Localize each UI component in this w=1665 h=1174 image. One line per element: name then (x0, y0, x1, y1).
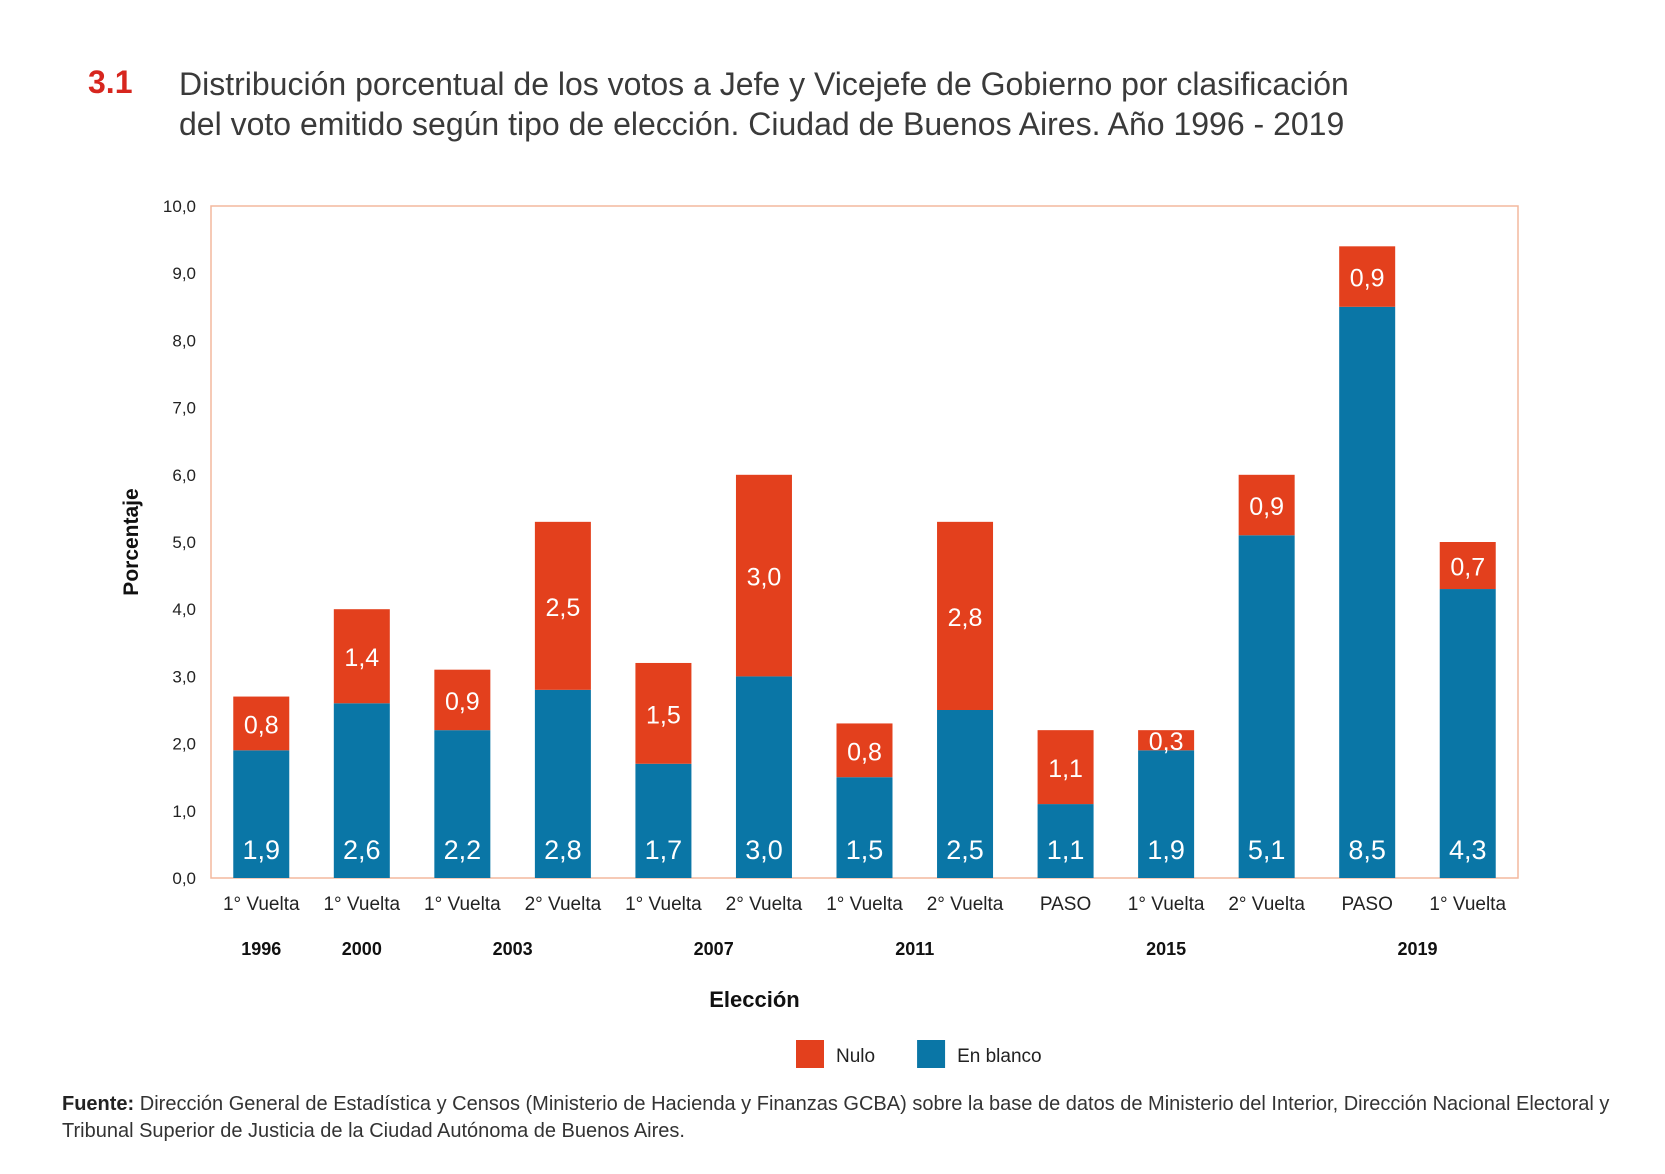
data-label-en-blanco: 1,7 (645, 835, 683, 865)
bar-en-blanco (333, 703, 390, 878)
bar-nulo (1138, 730, 1195, 751)
x-year-group-label: 2000 (342, 939, 382, 959)
bar-nulo (333, 609, 390, 704)
bar-en-blanco (1238, 535, 1295, 878)
y-tick-label: 2,0 (172, 735, 196, 754)
data-label-nulo: 0,9 (445, 688, 480, 716)
bar-en-blanco (534, 689, 591, 878)
bar-nulo (1339, 246, 1396, 307)
data-label-nulo: 0,8 (847, 738, 882, 766)
source-note: Fuente: Dirección General de Estadística… (62, 1091, 1622, 1145)
data-label-nulo: 1,1 (1048, 755, 1083, 783)
x-category-label: 1° Vuelta (1128, 894, 1205, 915)
legend-swatch-en-blanco (917, 1040, 946, 1068)
x-category-label: PASO (1341, 894, 1392, 915)
x-category-label: 1° Vuelta (826, 894, 903, 915)
x-year-group-label: 2019 (1397, 939, 1437, 959)
x-category-label: 1° Vuelta (1429, 894, 1506, 915)
bar-en-blanco (635, 763, 692, 878)
y-tick-label: 9,0 (172, 264, 196, 283)
x-category-label: 1° Vuelta (424, 894, 501, 915)
data-label-en-blanco: 1,9 (1147, 835, 1185, 865)
data-label-nulo: 0,9 (1350, 265, 1385, 293)
x-year-group-label: 1996 (241, 939, 281, 959)
x-year-group-label: 2007 (694, 939, 734, 959)
source-label: Fuente: (62, 1093, 135, 1115)
data-label-en-blanco: 3,0 (745, 835, 783, 865)
x-category-label: PASO (1040, 894, 1091, 915)
stacked-bar-chart: 0,0 1,0 2,0 3,0 4,0 5,0 6,0 7,0 8,0 9,0 10,0 Porcen… (120, 197, 1519, 1068)
source-text: Dirección General de Estadística y Censo… (62, 1093, 1610, 1142)
bar-en-blanco (1138, 750, 1195, 878)
bar-nulo (1439, 542, 1496, 590)
bar-nulo (534, 521, 591, 690)
y-tick-label: 6,0 (172, 466, 196, 485)
x-category-label: 1° Vuelta (625, 894, 702, 915)
data-label-nulo: 1,5 (646, 701, 681, 729)
data-label-en-blanco: 4,3 (1449, 835, 1487, 865)
x-axis-title: Elección (709, 987, 799, 1012)
y-tick-label: 8,0 (172, 331, 196, 350)
figure-title-line-1: Distribución porcentual de los votos a J… (179, 66, 1349, 102)
data-label-en-blanco: 5,1 (1248, 835, 1286, 865)
x-year-group-label: 2011 (895, 939, 934, 959)
bar-nulo (635, 662, 692, 764)
bar-nulo (937, 521, 994, 710)
legend-label-en-blanco: En blanco (957, 1046, 1042, 1067)
data-label-en-blanco: 2,6 (343, 835, 381, 865)
bar-nulo (1037, 730, 1094, 805)
x-category-label: 1° Vuelta (323, 894, 400, 915)
figure-number: 3.1 (88, 64, 133, 100)
data-label-en-blanco: 8,5 (1348, 835, 1386, 865)
bar-en-blanco (1339, 306, 1396, 878)
data-label-nulo: 0,7 (1450, 554, 1485, 582)
y-tick-label: 0,0 (172, 869, 196, 888)
data-label-nulo: 2,5 (546, 594, 581, 622)
bar-nulo (233, 696, 290, 751)
data-label-en-blanco: 2,5 (946, 835, 984, 865)
bar-nulo (434, 669, 491, 731)
data-label-nulo: 0,8 (244, 711, 279, 739)
bar-en-blanco (836, 777, 893, 878)
data-label-nulo: 0,3 (1149, 728, 1184, 756)
x-category-label: 2° Vuelta (525, 894, 602, 915)
bar-nulo (1238, 474, 1295, 536)
bar-en-blanco (937, 710, 994, 878)
y-tick-label: 7,0 (172, 399, 196, 418)
x-year-group-label: 2003 (493, 939, 533, 959)
data-label-en-blanco: 1,5 (846, 835, 884, 865)
data-label-en-blanco: 2,2 (444, 835, 482, 865)
bar-en-blanco (1439, 589, 1496, 878)
y-tick-label: 10,0 (163, 197, 196, 216)
bar-nulo (735, 474, 792, 677)
data-label-nulo: 3,0 (747, 564, 782, 592)
data-label-nulo: 0,9 (1249, 493, 1284, 521)
y-axis-title: Porcentaje (120, 488, 143, 595)
figure-title-line-2: del voto emitido según tipo de elección.… (179, 106, 1345, 142)
y-tick-label: 3,0 (172, 667, 196, 686)
data-label-nulo: 2,8 (948, 604, 983, 632)
data-label-en-blanco: 1,9 (242, 835, 280, 865)
bar-en-blanco (434, 730, 491, 878)
data-label-en-blanco: 1,1 (1047, 835, 1085, 865)
x-year-group-label: 2015 (1146, 939, 1186, 959)
x-category-label: 1° Vuelta (223, 894, 300, 915)
bar-nulo (836, 723, 893, 778)
data-label-nulo: 1,4 (344, 644, 379, 672)
bar-en-blanco (233, 750, 290, 878)
bar-en-blanco (735, 676, 792, 878)
legend-swatch-nulo (796, 1040, 824, 1068)
y-tick-label: 5,0 (172, 533, 196, 552)
legend-label-nulo: Nulo (836, 1046, 875, 1067)
y-tick-label: 4,0 (172, 600, 196, 619)
y-tick-label: 1,0 (172, 802, 196, 821)
x-category-label: 2° Vuelta (1228, 894, 1305, 915)
data-label-en-blanco: 2,8 (544, 835, 582, 865)
x-category-label: 2° Vuelta (726, 894, 803, 915)
bar-en-blanco (1037, 804, 1094, 878)
x-category-label: 2° Vuelta (927, 894, 1004, 915)
figure-title: Distribución porcentual de los votos a J… (179, 64, 1599, 144)
